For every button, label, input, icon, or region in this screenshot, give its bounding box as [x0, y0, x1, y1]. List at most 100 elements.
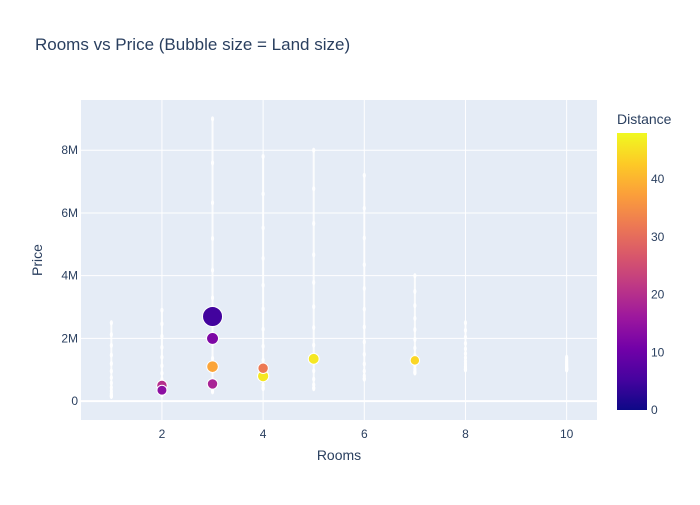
bubbles: [156, 305, 421, 396]
small-point: [160, 344, 164, 350]
bubble: [206, 378, 219, 390]
bubble: [156, 384, 168, 396]
colorbar-tick-label: 30: [651, 230, 665, 244]
small-point: [261, 255, 265, 261]
small-point: [160, 307, 164, 313]
small-point: [109, 332, 113, 338]
y-tick-label: 0: [71, 394, 78, 408]
small-point: [362, 324, 366, 330]
small-point: [160, 333, 164, 339]
small-point: [312, 220, 316, 227]
small-point: [463, 327, 468, 333]
small-point: [312, 186, 316, 192]
small-point: [261, 382, 265, 388]
plot-area: [81, 100, 597, 420]
small-point: [463, 340, 468, 346]
x-tick-label: 8: [462, 427, 469, 441]
small-point: [109, 368, 113, 374]
small-point: [261, 225, 265, 231]
y-axis-label: Price: [29, 244, 45, 276]
y-tick-label: 2M: [61, 331, 78, 345]
small-point: [160, 363, 164, 369]
small-point: [565, 354, 569, 360]
small-point: [362, 285, 366, 292]
small-point: [312, 279, 316, 286]
small-point: [261, 282, 265, 288]
small-point: [312, 252, 316, 258]
small-point: [210, 267, 215, 273]
small-point: [109, 374, 113, 381]
y-tick-label: 8M: [61, 143, 78, 157]
x-tick-label: 6: [361, 427, 368, 441]
small-point: [413, 315, 417, 321]
small-point: [210, 200, 215, 206]
bubble: [206, 331, 219, 345]
colorbar-tick-label: 0: [651, 403, 658, 417]
small-point: [109, 342, 113, 349]
small-point: [362, 172, 366, 178]
small-point: [312, 147, 316, 153]
small-point: [362, 205, 366, 211]
bubble: [257, 362, 269, 374]
small-point: [210, 355, 215, 362]
small-point: [210, 235, 215, 242]
small-point: [413, 345, 417, 351]
small-point: [160, 354, 164, 360]
small-point: [413, 273, 417, 279]
colorbar-tick-label: 40: [651, 172, 665, 186]
small-point: [160, 321, 164, 327]
small-point: [362, 361, 366, 367]
small-point: [261, 326, 265, 332]
bubble: [409, 355, 421, 366]
y-tick-labels: 0 2M 4M 6M 8M: [61, 143, 78, 408]
small-point: [261, 306, 265, 312]
small-point: [261, 357, 265, 363]
small-point: [210, 116, 215, 122]
colorbar-title: Distance: [617, 111, 672, 127]
x-tick-label: 2: [159, 427, 166, 441]
small-point: [312, 382, 316, 388]
chart-title: Rooms vs Price (Bubble size = Land size): [35, 35, 350, 54]
small-point: [109, 380, 113, 386]
small-point: [362, 373, 366, 379]
small-point: [109, 361, 113, 367]
x-tick-label: 4: [260, 427, 267, 441]
small-point: [210, 295, 215, 301]
small-point: [463, 355, 468, 361]
small-point: [413, 336, 417, 343]
small-point: [362, 306, 366, 312]
small-point: [463, 320, 468, 326]
small-point: [160, 370, 164, 376]
colorbar: [617, 133, 647, 410]
small-point: [362, 262, 366, 268]
colorbar-tick-label: 10: [651, 345, 665, 359]
small-point: [463, 351, 468, 357]
small-point: [362, 351, 366, 357]
small-point: [312, 342, 316, 348]
small-point: [312, 376, 316, 382]
x-tick-label: 10: [560, 427, 574, 441]
small-point: [261, 191, 265, 197]
small-point: [463, 334, 468, 340]
small-point: [413, 302, 417, 309]
small-point: [109, 384, 113, 391]
small-point: [362, 339, 366, 345]
y-gridlines: [81, 149, 597, 403]
small-point: [109, 320, 113, 326]
small-point: [312, 304, 316, 310]
small-point: [463, 346, 468, 352]
small-point: [413, 327, 417, 333]
x-tick-labels: 2 4 6 8 10: [159, 427, 574, 441]
small-point: [362, 368, 366, 374]
small-point: [261, 153, 265, 160]
colorbar-tick-label: 20: [651, 288, 665, 302]
small-point: [261, 343, 265, 349]
small-point: [312, 324, 316, 331]
small-point: [210, 160, 215, 166]
small-point: [109, 352, 113, 358]
bubble: [307, 352, 320, 365]
small-point: [362, 235, 366, 241]
point-strips: [109, 116, 569, 400]
